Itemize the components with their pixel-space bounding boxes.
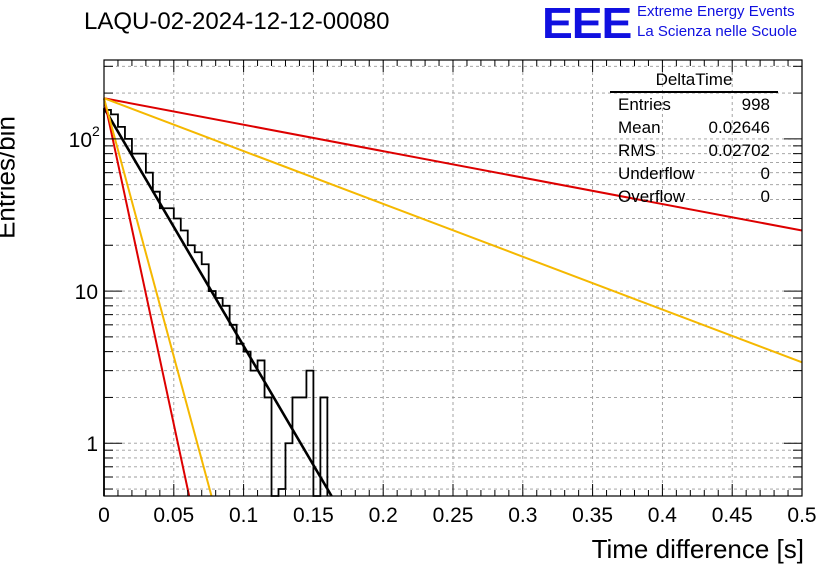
histogram-bin: [223, 306, 230, 496]
chart-title: LAQU-02-2024-12-12-00080: [84, 8, 390, 35]
stats-value: 0: [760, 164, 770, 183]
y-axis-label-text: Entries/bin: [0, 116, 21, 239]
stats-value: 0: [760, 187, 770, 206]
histogram-bin: [181, 231, 188, 496]
histogram-bin: [292, 397, 299, 496]
x-tick-label: 0.25: [433, 504, 474, 527]
x-axis-label: Time difference [s]: [591, 534, 804, 564]
stats-value: 998: [741, 95, 770, 114]
stats-row: RMS 0.02702: [610, 139, 778, 162]
y-tick-label: 10: [69, 129, 92, 152]
histogram-bin: [265, 397, 272, 496]
fit-line: [103, 98, 191, 497]
y-tick-label: 1: [86, 433, 98, 456]
histogram-bin: [111, 114, 118, 496]
stats-label: Entries: [618, 95, 671, 114]
stats-label: Overflow: [618, 187, 686, 206]
histogram-bin: [237, 344, 244, 496]
histogram-outline: [103, 109, 329, 497]
fit-line: [102, 107, 333, 497]
stats-value: 0.02646: [708, 118, 770, 137]
stats-label: RMS: [618, 141, 656, 160]
x-tick-label: 0.15: [293, 504, 334, 527]
stats-title: DeltaTime: [610, 70, 778, 93]
x-tick-label: 0.1: [229, 504, 258, 527]
fit-lines: [102, 97, 803, 497]
x-tick-label: 0.4: [648, 504, 678, 527]
logo-line-2: La Scienza nelle Scuole: [637, 23, 798, 40]
x-tick-label: 0.35: [572, 504, 613, 527]
eee-logo: EEE: [542, 0, 632, 48]
histogram-bin: [230, 325, 237, 496]
histogram-bin: [146, 173, 153, 496]
stats-row: Entries 998: [610, 93, 778, 116]
stats-label: Mean: [618, 118, 661, 137]
fit-line: [103, 97, 803, 232]
x-tick-labels: 0 0.05 0.1 0.15 0.2 0.25 0.3 0.35 0.4 0.45 0.5: [98, 504, 816, 527]
histogram-bin: [279, 489, 286, 496]
stats-row: Overflow 0: [610, 185, 778, 208]
stats-box: DeltaTime Entries 998 Mean 0.02646 RMS 0…: [610, 70, 778, 208]
fit-line: [103, 97, 803, 364]
stats-label: Underflow: [618, 164, 695, 183]
histogram-bin: [209, 291, 216, 496]
x-tick-label: 0.5: [787, 504, 816, 527]
histogram-bin: [104, 110, 111, 496]
axis-ticks: [103, 60, 803, 496]
grid: [104, 60, 802, 496]
logo-line-1: Extreme Energy Events: [637, 3, 795, 20]
x-tick-label: 0.05: [153, 504, 194, 527]
histogram-series: [103, 109, 329, 497]
x-tick-label: 0.3: [508, 504, 537, 527]
stats-row: Underflow 0: [610, 162, 778, 185]
histogram-bin: [285, 443, 292, 496]
stats-value: 0.02702: [708, 141, 770, 160]
x-tick-label: 0.2: [369, 504, 398, 527]
x-tick-label: 0.45: [712, 504, 753, 527]
fit-line: [103, 97, 213, 497]
stats-row: Mean 0.02646: [610, 116, 778, 139]
x-tick-label: 0: [98, 504, 110, 527]
y-tick-label: 10: [75, 281, 98, 304]
histogram-bin: [160, 208, 167, 496]
y-tick-label-exponent: 2: [92, 123, 100, 139]
histogram-bin: [244, 352, 251, 496]
